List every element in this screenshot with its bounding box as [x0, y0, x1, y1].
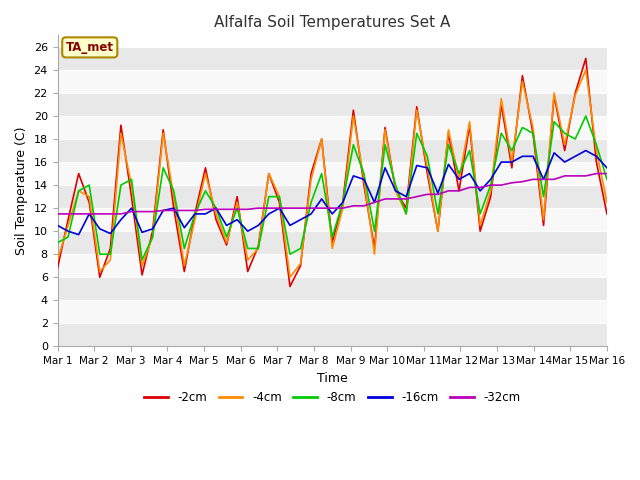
Bar: [58, 185, 607, 208]
Text: TA_met: TA_met: [66, 41, 114, 54]
Bar: [58, 70, 607, 93]
Y-axis label: Soil Temperature (C): Soil Temperature (C): [15, 127, 28, 255]
X-axis label: Time: Time: [317, 372, 348, 384]
Bar: [58, 93, 607, 116]
Bar: [58, 139, 607, 162]
Bar: [58, 208, 607, 231]
Bar: [58, 47, 607, 70]
Bar: [58, 254, 607, 277]
Legend: -2cm, -4cm, -8cm, -16cm, -32cm: -2cm, -4cm, -8cm, -16cm, -32cm: [140, 386, 525, 409]
Bar: [58, 277, 607, 300]
Bar: [58, 162, 607, 185]
Bar: [58, 300, 607, 324]
Bar: [58, 324, 607, 347]
Bar: [58, 231, 607, 254]
Title: Alfalfa Soil Temperatures Set A: Alfalfa Soil Temperatures Set A: [214, 15, 451, 30]
Bar: [58, 116, 607, 139]
